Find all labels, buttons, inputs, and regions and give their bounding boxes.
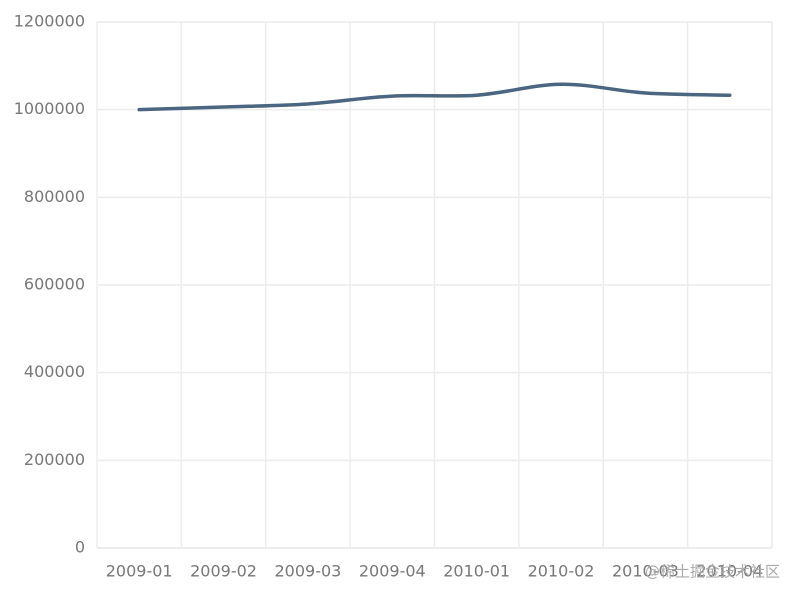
x-tick-label: 2009-02 — [190, 562, 257, 581]
line — [137, 82, 732, 112]
y-tick-label: 400000 — [24, 362, 85, 381]
x-tick-label: 2009-01 — [106, 562, 173, 581]
y-tick-label: 800000 — [24, 187, 85, 206]
x-tick-label: 2010-02 — [528, 562, 595, 581]
x-tick-label: 2009-04 — [359, 562, 426, 581]
x-tick-label: 2010-01 — [443, 562, 510, 581]
x-tick-label: 2010-04 — [696, 562, 763, 581]
y-tick-label: 200000 — [24, 450, 85, 469]
y-tick-label: 600000 — [24, 275, 85, 294]
y-tick-label: 1200000 — [14, 12, 85, 31]
x-tick-label: 2010-03 — [612, 562, 679, 581]
y-tick-label: 1000000 — [14, 99, 85, 118]
y-tick-label: 0 — [75, 538, 85, 557]
watermark: @稀土掘金技术社区 — [645, 563, 780, 581]
x-tick-label: 2009-03 — [275, 562, 342, 581]
